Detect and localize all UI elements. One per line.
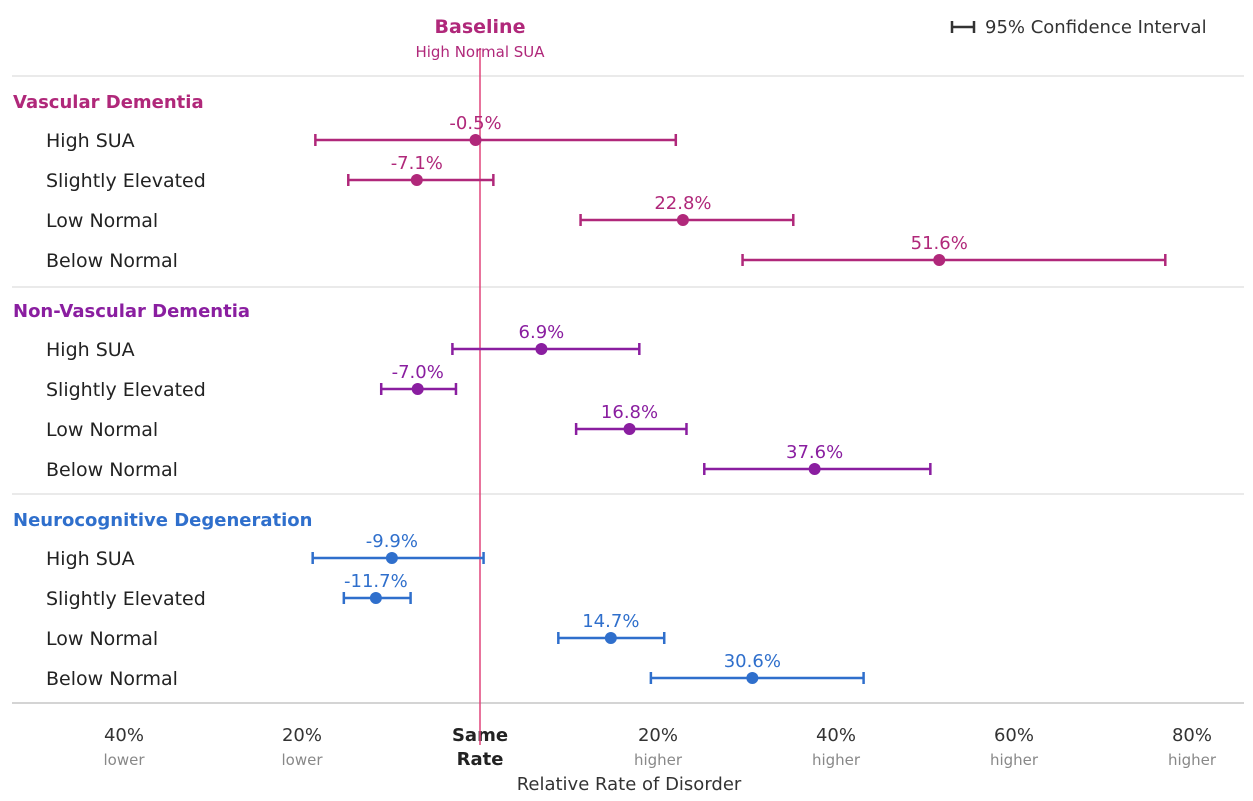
x-tick-sublabel: higher [1168, 751, 1217, 769]
row-label: Below Normal [46, 250, 178, 272]
row-label: Slightly Elevated [46, 379, 206, 401]
estimate-point [604, 632, 617, 644]
row-label: High SUA [46, 548, 135, 570]
baseline-title: Baseline [435, 16, 526, 38]
x-tick-sublabel: Rate [457, 749, 504, 770]
row-label: Low Normal [46, 628, 158, 650]
x-tick-label: 20% [282, 725, 322, 746]
x-tick-label: 80% [1172, 725, 1212, 746]
value-label: 14.7% [582, 611, 639, 632]
row-label: Slightly Elevated [46, 588, 206, 610]
value-label: 51.6% [911, 233, 968, 254]
estimate-point [808, 463, 821, 475]
ci-legend-icon [950, 21, 976, 33]
estimate-point [746, 672, 759, 684]
estimate-point [385, 552, 398, 564]
value-label: 6.9% [519, 322, 565, 343]
group-label: Vascular Dementia [13, 92, 204, 113]
x-tick-label: 40% [104, 725, 144, 746]
x-tick-sublabel: higher [990, 751, 1039, 769]
baseline-marker: Baseline High Normal SUA [415, 16, 545, 745]
x-tick-label: 20% [638, 725, 678, 746]
group-label: Neurocognitive Degeneration [13, 510, 312, 531]
value-label: -9.9% [366, 531, 418, 552]
value-label: 16.8% [601, 402, 658, 423]
x-axis: 40%lower20%lowerSameRate20%higher40%high… [103, 725, 1216, 770]
x-tick-label: 60% [994, 725, 1034, 746]
x-axis-title: Relative Rate of Disorder [517, 774, 742, 795]
estimate-point [469, 134, 482, 146]
baseline-subtitle: High Normal SUA [415, 43, 545, 61]
legend-label: 95% Confidence Interval [985, 17, 1207, 38]
estimate-point [411, 383, 424, 395]
row-label: Low Normal [46, 419, 158, 441]
value-label: 30.6% [724, 651, 781, 672]
value-label: -7.1% [391, 153, 443, 174]
row-label: High SUA [46, 339, 135, 361]
value-label: -11.7% [344, 571, 408, 592]
value-label: 22.8% [654, 193, 711, 214]
x-tick-sublabel: higher [812, 751, 861, 769]
row-label: Below Normal [46, 668, 178, 690]
x-tick-sublabel: lower [281, 751, 323, 769]
value-label: 37.6% [786, 442, 843, 463]
x-tick-sublabel: higher [634, 751, 683, 769]
estimate-point [410, 174, 423, 186]
row-label: Low Normal [46, 210, 158, 232]
group-label: Non-Vascular Dementia [13, 301, 250, 322]
estimate-point [676, 214, 689, 226]
x-tick-sublabel: lower [103, 751, 145, 769]
estimate-point [535, 343, 548, 355]
estimate-point [369, 592, 382, 604]
row-label: Slightly Elevated [46, 170, 206, 192]
row-label: Below Normal [46, 459, 178, 481]
x-tick-label: 40% [816, 725, 856, 746]
plot-rows: Vascular Dementia High SUA -0.5% Slightly E… [13, 92, 1167, 690]
value-label: -7.0% [392, 362, 444, 383]
row-label: High SUA [46, 130, 135, 152]
group-separators [12, 75, 1244, 704]
value-label: -0.5% [449, 113, 501, 134]
legend: 95% Confidence Interval [950, 17, 1207, 38]
estimate-point [933, 254, 946, 266]
estimate-point [623, 423, 636, 435]
